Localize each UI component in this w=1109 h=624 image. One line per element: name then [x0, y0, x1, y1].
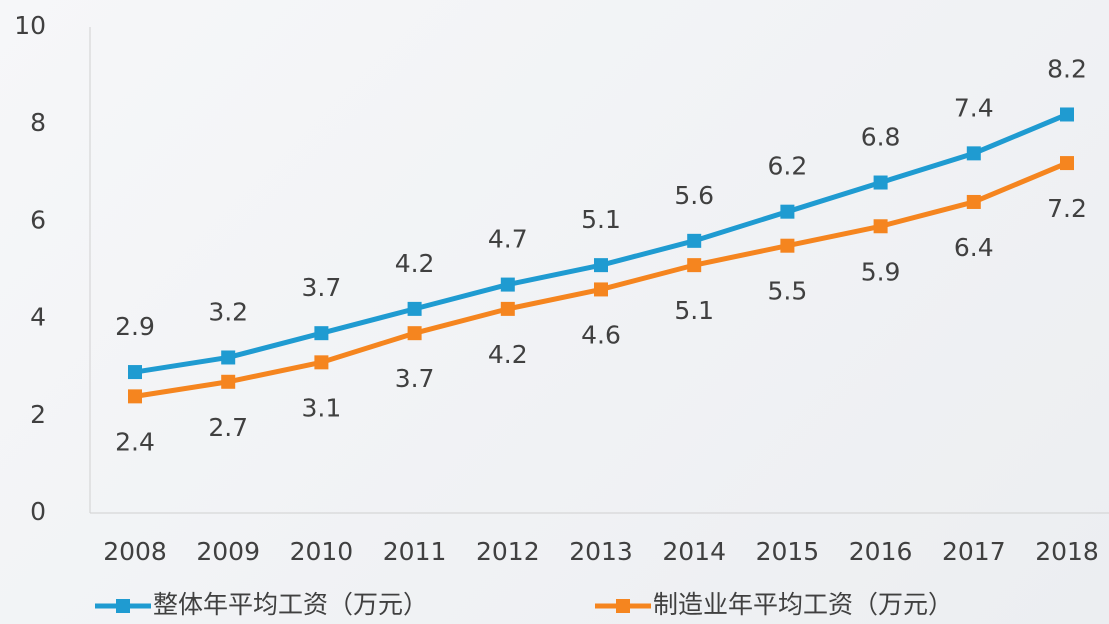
data-label: 3.7 — [395, 364, 435, 393]
x-tick-label: 2016 — [849, 537, 913, 566]
x-tick-label: 2010 — [290, 537, 354, 566]
data-label: 3.1 — [302, 393, 342, 422]
y-tick-label: 4 — [30, 303, 46, 332]
data-label: 2.4 — [115, 427, 155, 456]
point-marker — [966, 146, 981, 161]
x-tick-label: 2008 — [103, 537, 167, 566]
x-tick-label: 2013 — [569, 537, 633, 566]
point-marker — [314, 355, 329, 370]
data-label: 4.6 — [581, 320, 621, 349]
point-marker — [500, 277, 515, 292]
data-label: 5.5 — [768, 277, 808, 306]
data-label: 4.2 — [488, 340, 528, 369]
point-marker — [314, 326, 329, 341]
y-tick-label: 8 — [30, 108, 46, 137]
point-marker — [128, 365, 142, 380]
data-label: 3.7 — [302, 273, 342, 302]
point-marker — [128, 389, 142, 404]
legend-marker — [116, 599, 130, 613]
data-label: 4.2 — [395, 249, 435, 278]
point-marker — [780, 238, 795, 253]
data-label: 2.9 — [115, 312, 155, 341]
y-tick-label: 0 — [30, 497, 46, 526]
point-marker — [1060, 107, 1074, 122]
point-marker — [221, 350, 236, 365]
x-tick-label: 2015 — [756, 537, 820, 566]
point-marker — [966, 194, 981, 209]
point-marker — [780, 204, 795, 219]
data-label: 6.2 — [768, 152, 808, 181]
y-tick-label: 6 — [30, 205, 46, 234]
point-marker — [873, 175, 888, 190]
x-tick-label: 2017 — [942, 537, 1006, 566]
y-tick-label: 10 — [14, 11, 46, 40]
legend-label: 制造业年平均工资（万元） — [653, 590, 953, 619]
point-marker — [687, 233, 702, 248]
data-label: 4.7 — [488, 225, 528, 254]
point-marker — [873, 219, 888, 234]
x-tick-label: 2012 — [476, 537, 540, 566]
point-marker — [594, 258, 608, 273]
data-label: 5.1 — [674, 296, 714, 325]
point-marker — [594, 282, 608, 297]
data-label: 2.7 — [208, 413, 248, 442]
point-marker — [1060, 156, 1074, 171]
point-marker — [407, 301, 422, 316]
series-line — [134, 160, 1068, 399]
data-label: 6.4 — [954, 233, 994, 262]
x-tick-label: 2011 — [383, 537, 447, 566]
y-tick-label: 2 — [30, 400, 46, 429]
x-tick-label: 2018 — [1035, 537, 1099, 566]
legend-label: 整体年平均工资（万元） — [153, 590, 428, 619]
data-label: 6.8 — [861, 123, 901, 152]
data-label: 5.9 — [861, 257, 901, 286]
data-label: 3.2 — [208, 297, 248, 326]
point-marker — [500, 301, 515, 316]
data-label: 7.2 — [1047, 194, 1087, 223]
x-tick-label: 2014 — [662, 537, 726, 566]
data-label: 8.2 — [1047, 54, 1087, 83]
legend-marker — [616, 599, 630, 613]
data-label: 7.4 — [954, 93, 994, 122]
data-label: 5.1 — [581, 205, 621, 234]
x-tick-label: 2009 — [196, 537, 260, 566]
point-marker — [407, 326, 422, 341]
data-label: 5.6 — [674, 181, 714, 210]
point-marker — [687, 258, 702, 273]
point-marker — [221, 374, 236, 389]
